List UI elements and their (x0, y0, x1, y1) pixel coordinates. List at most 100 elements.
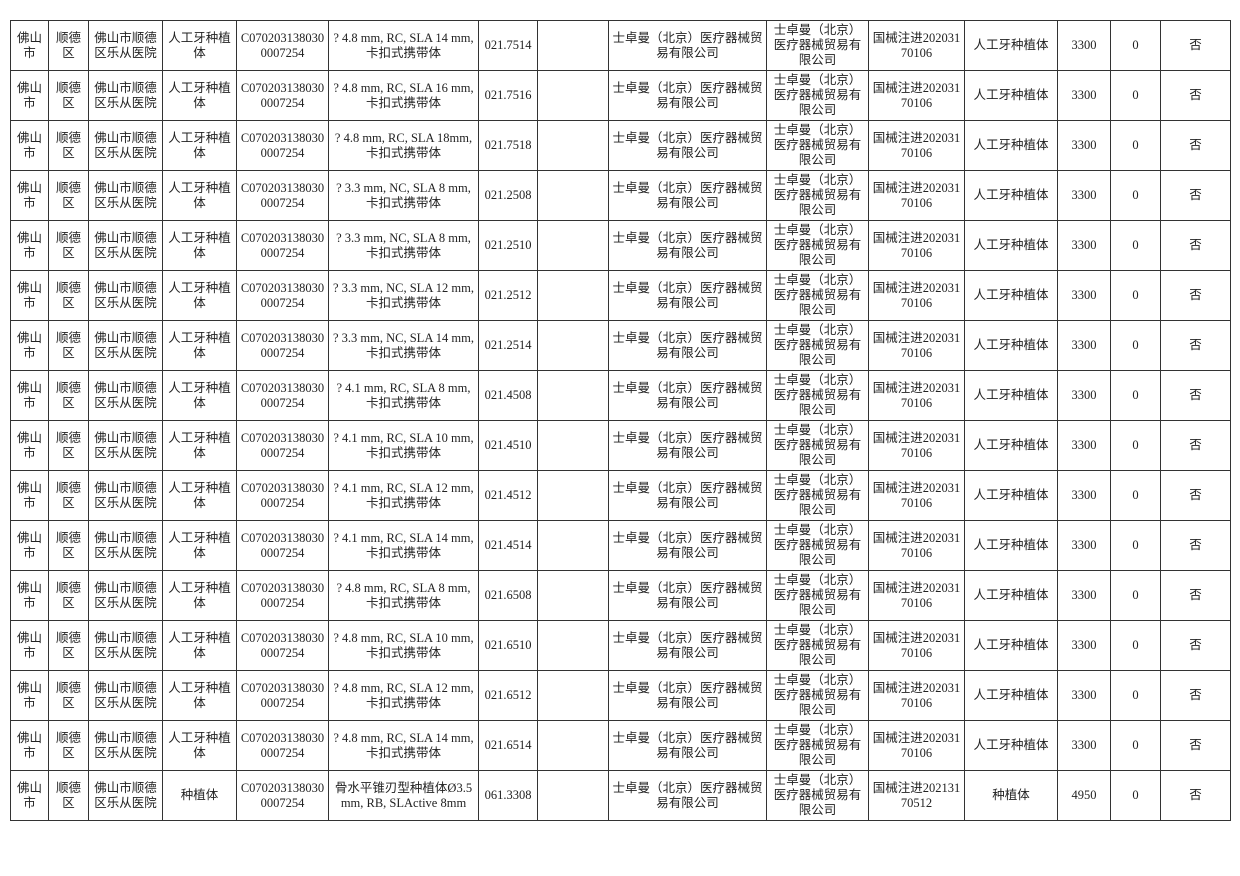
model-cell: 021.2514 (478, 320, 538, 371)
city-cell: 佛山市 (10, 170, 49, 221)
model-cell: 021.2508 (478, 170, 538, 221)
table-row: 佛山市 顺德区 佛山市顺德区乐从医院 人工牙种植体 C07020313803000072… (10, 170, 1231, 221)
model-cell: 021.6508 (478, 570, 538, 621)
spec-cell: ? 4.1 mm, RC, SLA 12 mm, 卡扣式携带体 (328, 470, 479, 521)
district-cell: 顺德区 (48, 570, 89, 621)
city-cell: 佛山市 (10, 220, 49, 271)
category-cell: 人工牙种植体 (964, 170, 1058, 221)
registration-cell: 国械注进20203170106 (868, 570, 965, 621)
model-cell: 021.6514 (478, 720, 538, 771)
category-cell: 人工牙种植体 (964, 220, 1058, 271)
category-cell: 人工牙种植体 (964, 370, 1058, 421)
table-row: 佛山市 顺德区 佛山市顺德区乐从医院 人工牙种植体 C07020313803000072… (10, 370, 1231, 421)
quantity-cell: 0 (1110, 120, 1161, 171)
table-row: 佛山市 顺德区 佛山市顺德区乐从医院 人工牙种植体 C07020313803000072… (10, 470, 1231, 521)
quantity-cell: 0 (1110, 170, 1161, 221)
table-row: 佛山市 顺德区 佛山市顺德区乐从医院 人工牙种植体 C07020313803000072… (10, 320, 1231, 371)
supplier-cell: 士卓曼（北京）医疗器械贸易有限公司 (608, 570, 767, 621)
category-cell: 种植体 (964, 770, 1058, 821)
flag-cell: 否 (1160, 170, 1231, 221)
model-cell: 021.7514 (478, 20, 538, 71)
manufacturer-cell: 士卓曼（北京）医疗器械贸易有限公司 (766, 20, 869, 71)
empty-cell (537, 520, 609, 571)
city-cell: 佛山市 (10, 320, 49, 371)
manufacturer-cell: 士卓曼（北京）医疗器械贸易有限公司 (766, 720, 869, 771)
hospital-cell: 佛山市顺德区乐从医院 (88, 520, 163, 571)
spec-cell: ? 4.8 mm, RC, SLA 14 mm, 卡扣式携带体 (328, 20, 479, 71)
city-cell: 佛山市 (10, 720, 49, 771)
manufacturer-cell: 士卓曼（北京）医疗器械贸易有限公司 (766, 520, 869, 571)
product-cell: 人工牙种植体 (162, 320, 237, 371)
manufacturer-cell: 士卓曼（北京）医疗器械贸易有限公司 (766, 170, 869, 221)
flag-cell: 否 (1160, 770, 1231, 821)
flag-cell: 否 (1160, 20, 1231, 71)
empty-cell (537, 670, 609, 721)
city-cell: 佛山市 (10, 470, 49, 521)
product-cell: 人工牙种植体 (162, 670, 237, 721)
manufacturer-cell: 士卓曼（北京）医疗器械贸易有限公司 (766, 220, 869, 271)
code-cell: C0702031380300007254 (236, 220, 329, 271)
hospital-cell: 佛山市顺德区乐从医院 (88, 320, 163, 371)
table-row: 佛山市 顺德区 佛山市顺德区乐从医院 人工牙种植体 C07020313803000072… (10, 70, 1231, 121)
code-cell: C0702031380300007254 (236, 320, 329, 371)
empty-cell (537, 620, 609, 671)
manufacturer-cell: 士卓曼（北京）医疗器械贸易有限公司 (766, 620, 869, 671)
district-cell: 顺德区 (48, 520, 89, 571)
category-cell: 人工牙种植体 (964, 320, 1058, 371)
registration-cell: 国械注进20203170106 (868, 620, 965, 671)
district-cell: 顺德区 (48, 420, 89, 471)
code-cell: C0702031380300007254 (236, 520, 329, 571)
registration-cell: 国械注进20203170106 (868, 670, 965, 721)
manufacturer-cell: 士卓曼（北京）医疗器械贸易有限公司 (766, 370, 869, 421)
model-cell: 021.6510 (478, 620, 538, 671)
data-table: 佛山市 顺德区 佛山市顺德区乐从医院 人工牙种植体 C07020313803000072… (10, 20, 1231, 821)
quantity-cell: 0 (1110, 420, 1161, 471)
quantity-cell: 0 (1110, 620, 1161, 671)
hospital-cell: 佛山市顺德区乐从医院 (88, 220, 163, 271)
price-cell: 3300 (1057, 420, 1111, 471)
flag-cell: 否 (1160, 320, 1231, 371)
flag-cell: 否 (1160, 720, 1231, 771)
supplier-cell: 士卓曼（北京）医疗器械贸易有限公司 (608, 420, 767, 471)
price-cell: 3300 (1057, 70, 1111, 121)
empty-cell (537, 320, 609, 371)
product-cell: 人工牙种植体 (162, 270, 237, 321)
code-cell: C0702031380300007254 (236, 720, 329, 771)
flag-cell: 否 (1160, 420, 1231, 471)
empty-cell (537, 170, 609, 221)
price-cell: 3300 (1057, 220, 1111, 271)
flag-cell: 否 (1160, 370, 1231, 421)
price-cell: 3300 (1057, 20, 1111, 71)
city-cell: 佛山市 (10, 370, 49, 421)
quantity-cell: 0 (1110, 570, 1161, 621)
table-row: 佛山市 顺德区 佛山市顺德区乐从医院 人工牙种植体 C07020313803000072… (10, 720, 1231, 771)
manufacturer-cell: 士卓曼（北京）医疗器械贸易有限公司 (766, 420, 869, 471)
spec-cell: ? 4.1 mm, RC, SLA 10 mm, 卡扣式携带体 (328, 420, 479, 471)
registration-cell: 国械注进20203170106 (868, 170, 965, 221)
district-cell: 顺德区 (48, 220, 89, 271)
registration-cell: 国械注进20203170106 (868, 270, 965, 321)
supplier-cell: 士卓曼（北京）医疗器械贸易有限公司 (608, 170, 767, 221)
product-cell: 人工牙种植体 (162, 470, 237, 521)
category-cell: 人工牙种植体 (964, 120, 1058, 171)
price-cell: 3300 (1057, 670, 1111, 721)
category-cell: 人工牙种植体 (964, 270, 1058, 321)
supplier-cell: 士卓曼（北京）医疗器械贸易有限公司 (608, 20, 767, 71)
flag-cell: 否 (1160, 270, 1231, 321)
registration-cell: 国械注进20203170106 (868, 370, 965, 421)
flag-cell: 否 (1160, 220, 1231, 271)
spec-cell: ? 3.3 mm, NC, SLA 8 mm, 卡扣式携带体 (328, 170, 479, 221)
district-cell: 顺德区 (48, 770, 89, 821)
city-cell: 佛山市 (10, 520, 49, 571)
code-cell: C0702031380300007254 (236, 370, 329, 421)
hospital-cell: 佛山市顺德区乐从医院 (88, 570, 163, 621)
district-cell: 顺德区 (48, 720, 89, 771)
supplier-cell: 士卓曼（北京）医疗器械贸易有限公司 (608, 520, 767, 571)
category-cell: 人工牙种植体 (964, 670, 1058, 721)
price-cell: 3300 (1057, 470, 1111, 521)
model-cell: 021.2510 (478, 220, 538, 271)
spec-cell: ? 4.8 mm, RC, SLA 8 mm, 卡扣式携带体 (328, 570, 479, 621)
hospital-cell: 佛山市顺德区乐从医院 (88, 670, 163, 721)
district-cell: 顺德区 (48, 670, 89, 721)
price-cell: 3300 (1057, 520, 1111, 571)
